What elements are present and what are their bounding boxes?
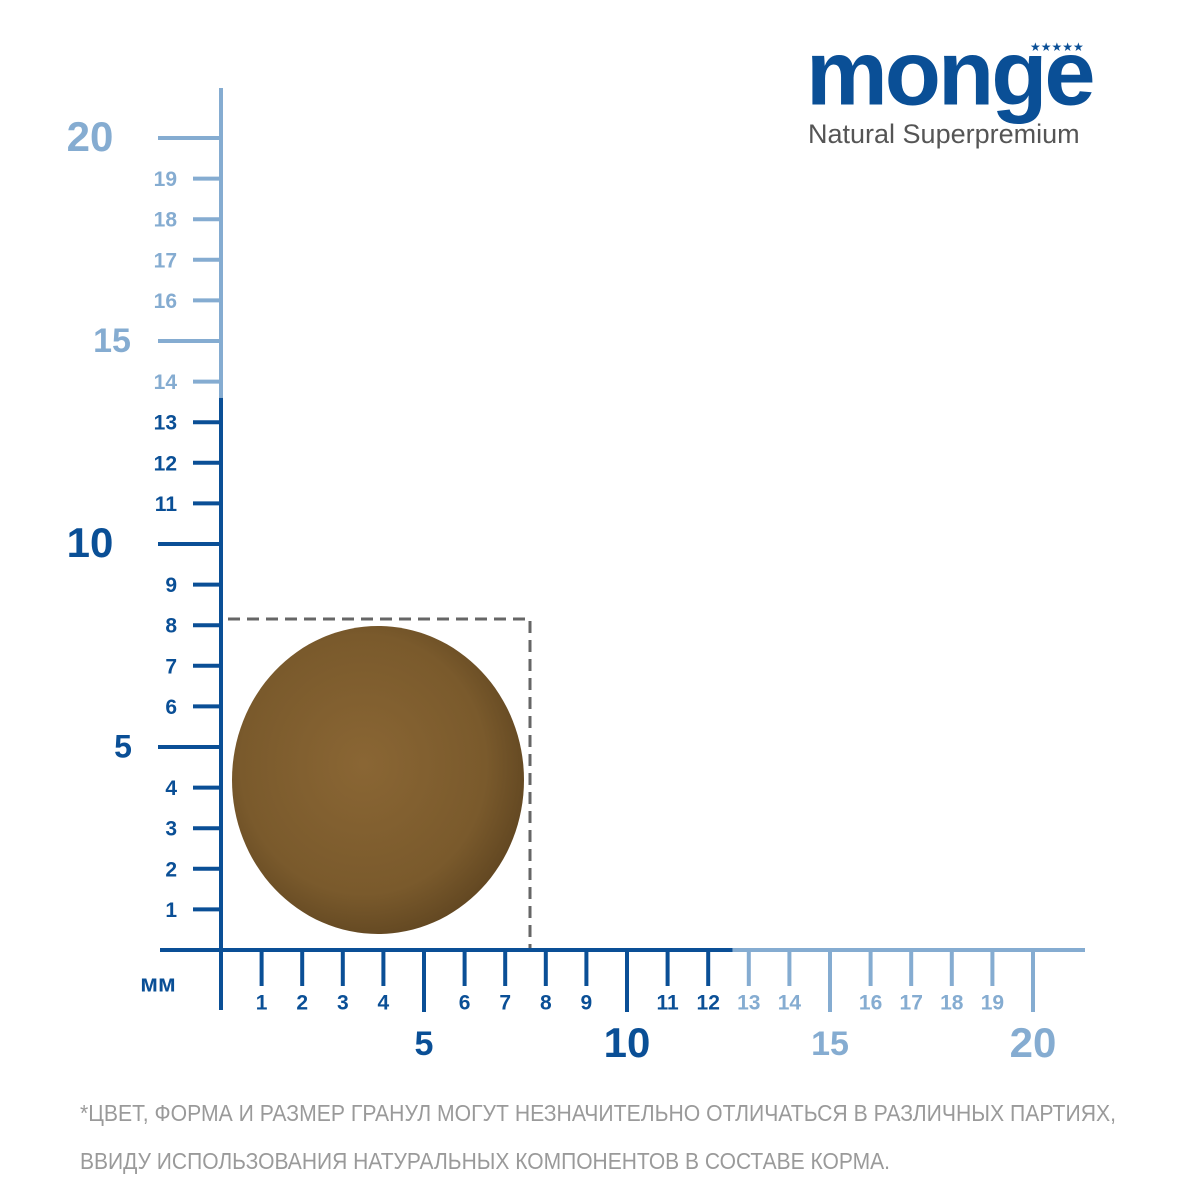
logo-stars: ★★★★★ bbox=[1030, 40, 1084, 54]
y-tick-label: 19 bbox=[154, 168, 177, 191]
y-tick-label: 12 bbox=[154, 452, 177, 475]
x-tick-label: 13 bbox=[737, 992, 760, 1015]
x-tick-label: 14 bbox=[778, 992, 802, 1015]
size-box bbox=[228, 617, 532, 950]
x-tick-label: 19 bbox=[981, 992, 1004, 1015]
x-tick-label: 2 bbox=[296, 992, 308, 1015]
y-tick-label: 5 bbox=[114, 728, 132, 764]
y-tick-label: 15 bbox=[93, 322, 131, 360]
x-tick-label: 20 bbox=[1010, 1019, 1057, 1066]
y-tick-label: 3 bbox=[165, 818, 177, 841]
y-tick-label: 9 bbox=[165, 574, 177, 597]
y-tick-label: 7 bbox=[165, 655, 177, 678]
x-tick-label: 5 bbox=[415, 1025, 434, 1063]
y-tick-label: 18 bbox=[154, 209, 178, 232]
y-tick-label: 20 bbox=[67, 113, 114, 160]
x-tick-label: 7 bbox=[499, 992, 511, 1015]
y-tick-label: 17 bbox=[154, 249, 177, 272]
kibble bbox=[232, 626, 524, 934]
y-tick-label: 13 bbox=[154, 412, 177, 435]
x-tick-label: 18 bbox=[940, 992, 964, 1015]
svg-text:★★★★★: ★★★★★ bbox=[1030, 40, 1084, 54]
x-tick-label: 8 bbox=[540, 992, 552, 1015]
x-tick-label: 10 bbox=[604, 1019, 651, 1066]
unit-label: мм bbox=[140, 970, 176, 997]
y-tick-label: 16 bbox=[154, 290, 177, 313]
brand-logo: monge bbox=[806, 22, 1093, 124]
x-tick-label: 17 bbox=[900, 992, 923, 1015]
y-tick-label: 10 bbox=[67, 519, 114, 566]
x-tick-label: 1 bbox=[256, 992, 268, 1015]
x-tick-label: 11 bbox=[656, 992, 679, 1015]
y-tick-label: 6 bbox=[165, 696, 177, 719]
y-tick-label: 8 bbox=[165, 615, 177, 638]
note-line: ВВИДУ ИСПОЛЬЗОВАНИЯ НАТУРАЛЬНЫХ КОМПОНЕН… bbox=[80, 1148, 890, 1174]
note-line: *ЦВЕТ, ФОРМА И РАЗМЕР ГРАНУЛ МОГУТ НЕЗНА… bbox=[80, 1100, 1116, 1126]
x-tick-label: 4 bbox=[378, 992, 390, 1015]
y-tick-label: 14 bbox=[154, 371, 178, 394]
x-tick-label: 12 bbox=[697, 992, 720, 1015]
x-tick-label: 3 bbox=[337, 992, 349, 1015]
x-tick-label: 16 bbox=[859, 992, 882, 1015]
x-tick-label: 15 bbox=[811, 1025, 849, 1063]
x-tick-label: 9 bbox=[581, 992, 593, 1015]
x-tick-label: 6 bbox=[459, 992, 471, 1015]
y-tick-label: 1 bbox=[165, 899, 177, 922]
y-tick-label: 2 bbox=[165, 858, 177, 881]
y-tick-label: 4 bbox=[165, 777, 177, 800]
y-tick-label: 11 bbox=[155, 493, 178, 516]
brand-tagline: Natural Superpremium bbox=[808, 119, 1080, 149]
